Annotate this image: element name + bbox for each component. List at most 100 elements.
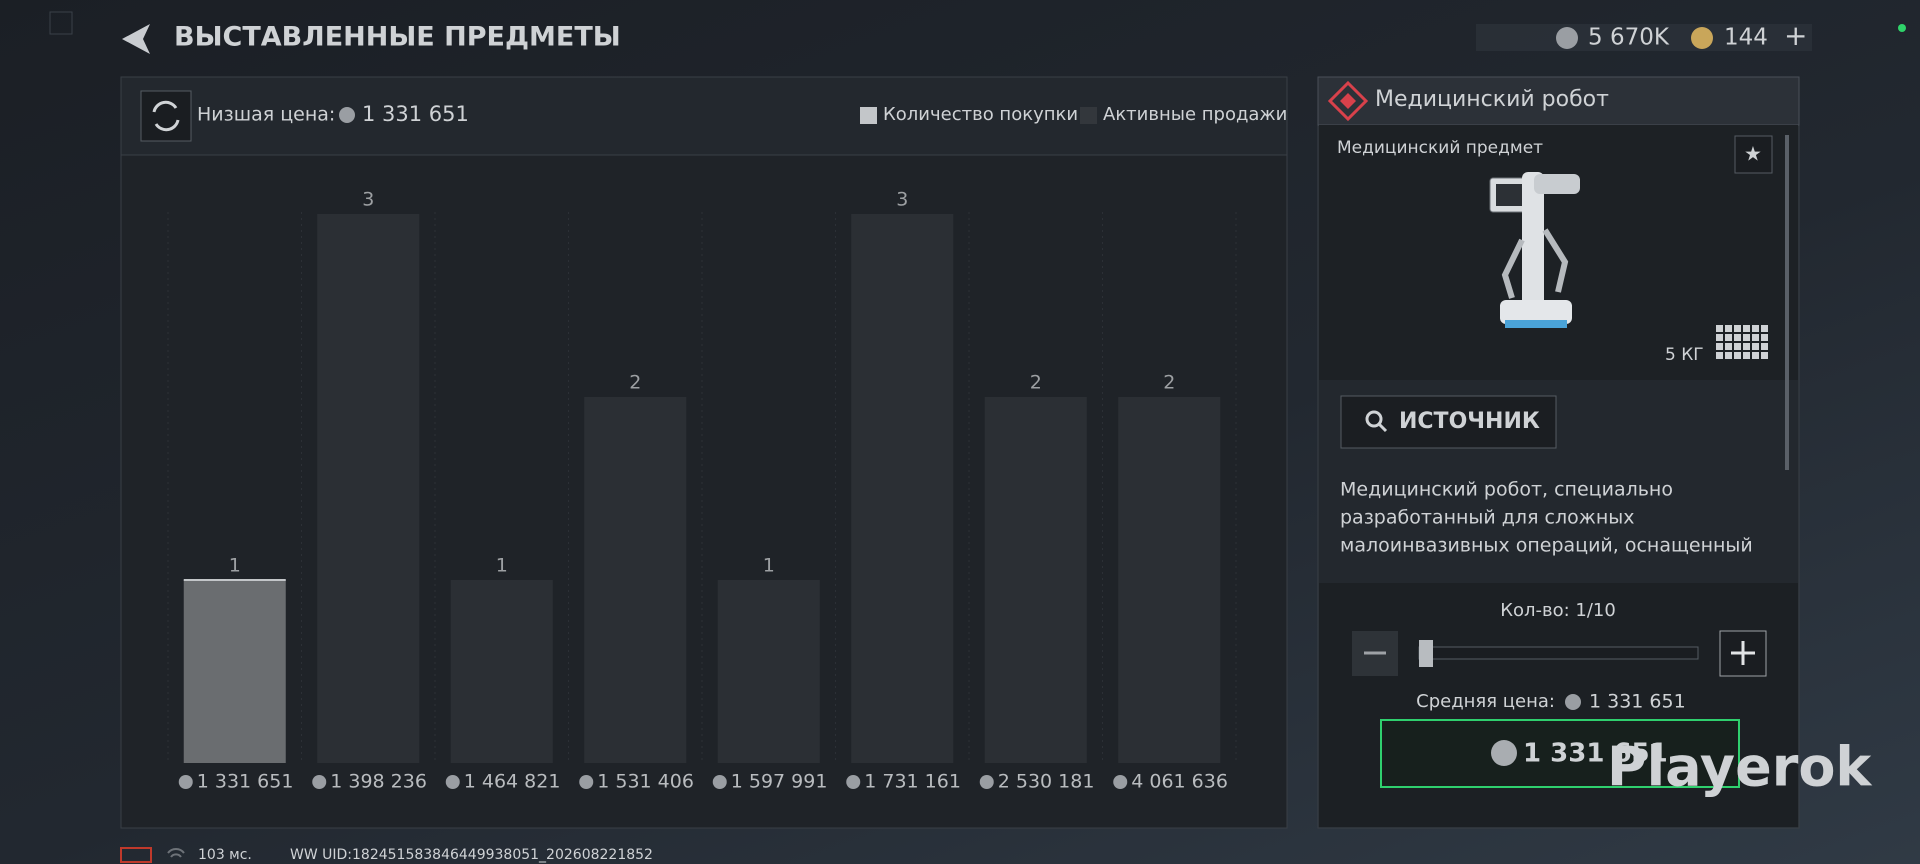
value-label: 1 [229,555,241,577]
x-tick-label: 1 531 406 [597,771,694,793]
refresh-icon [152,100,180,132]
legend-swatch [860,107,877,124]
x-tick-label: 1 398 236 [330,771,427,793]
size-cell [1716,325,1723,332]
legend-label: Активные продажи [1103,104,1287,125]
size-cell [1752,325,1759,332]
rarity-icon-core [1340,93,1356,109]
chart-panel: Низшая цена: 1 331 651 Количество покупк… [120,76,1288,829]
x-tick-label: 1 464 821 [464,771,561,793]
size-icon [1716,325,1768,359]
value-label: 3 [896,189,908,211]
refresh-button[interactable] [140,90,192,142]
size-cell [1761,343,1768,350]
description-line: Медицинский робот, специально [1340,479,1673,501]
size-cell [1761,325,1768,332]
favorite-button[interactable] [1734,135,1773,174]
avg-price: 1 331 651 [1589,691,1686,713]
coin-icon [1491,740,1517,766]
coin-icon [846,775,861,789]
coin-icon [1565,694,1581,710]
legend-label: Количество покупки [883,104,1078,125]
size-cell [1743,325,1750,332]
watermark: Playerok [1607,736,1872,799]
size-cell [1752,343,1759,350]
favorite-star: ★ [1744,142,1762,166]
coin-icon [312,775,327,789]
size-cell [1716,334,1723,341]
battery-icon [120,847,152,863]
value-label: 1 [763,555,775,577]
add-gold[interactable]: + [1784,19,1807,52]
corner-icon [49,11,73,35]
x-tick-label: 1 331 651 [197,771,294,793]
coin-icon [1113,775,1128,789]
coin-icon [339,107,355,123]
description-line: разработанный для сложных [1340,507,1635,529]
slider-handle[interactable] [1419,640,1433,667]
ping: 103 мс. [198,847,252,863]
coin-icon [1556,27,1578,49]
uid: WW UID:182451583846449938051_20260822185… [290,847,653,863]
size-cell [1725,334,1732,341]
rarity-icon [1327,80,1369,122]
low-price-label: Низшая цена: [197,104,335,126]
item-panel: Медицинский робот Медицинский предмет ★ … [1317,76,1800,829]
back-arrow[interactable] [122,24,150,54]
size-cell [1752,352,1759,359]
gold-icon [1691,27,1713,49]
scrollbar[interactable] [1785,135,1789,470]
size-cell [1716,343,1723,350]
page-title: ВЫСТАВЛЕННЫЕ ПРЕДМЕТЫ [174,22,621,53]
wifi-icon [167,848,185,858]
currency: 5 670K [1588,25,1670,51]
bar [183,580,286,763]
size-cell [1734,325,1741,332]
size-cell [1761,334,1768,341]
gold: 144 [1724,25,1768,51]
coin-icon [445,775,460,789]
bar [851,214,954,763]
item-name: Медицинский робот [1375,87,1609,112]
value-label: 2 [1030,372,1042,394]
bar [984,397,1087,763]
size-cell [1743,343,1750,350]
currency-bar [1476,24,1812,51]
value-label: 1 [496,555,508,577]
size-cell [1734,343,1741,350]
buy-button[interactable] [1380,719,1740,788]
item-category: Медицинский предмет [1337,138,1543,158]
bar [1118,397,1221,763]
item-weight: 5 КГ [1665,345,1704,365]
size-cell [1743,352,1750,359]
robot-image [1489,172,1580,328]
bar [450,580,553,763]
x-tick-label: 1 731 161 [864,771,961,793]
size-cell [1725,325,1732,332]
avg-price-label: Средняя цена: [1416,691,1555,712]
x-tick-label: 1 597 991 [731,771,828,793]
coin-icon [979,775,994,789]
size-cell [1734,334,1741,341]
value-label: 3 [362,189,374,211]
slider-track[interactable] [1418,646,1699,660]
size-cell [1725,343,1732,350]
value-label: 2 [629,372,641,394]
plus-icon [1731,641,1755,665]
size-cell [1761,352,1768,359]
description-line: малоинвазивных операций, оснащенный [1340,535,1753,557]
legend-swatch [1080,107,1097,124]
quantity: Кол-во: 1/10 [1500,600,1616,621]
x-tick-label: 2 530 181 [998,771,1095,793]
buy-price: 1 331 651 [1523,739,1668,769]
bar [717,580,820,763]
coin-icon [579,775,594,789]
size-cell [1734,352,1741,359]
size-cell [1743,334,1750,341]
size-cell [1716,352,1723,359]
source-button[interactable] [1340,395,1557,449]
search-icon [1377,422,1388,433]
